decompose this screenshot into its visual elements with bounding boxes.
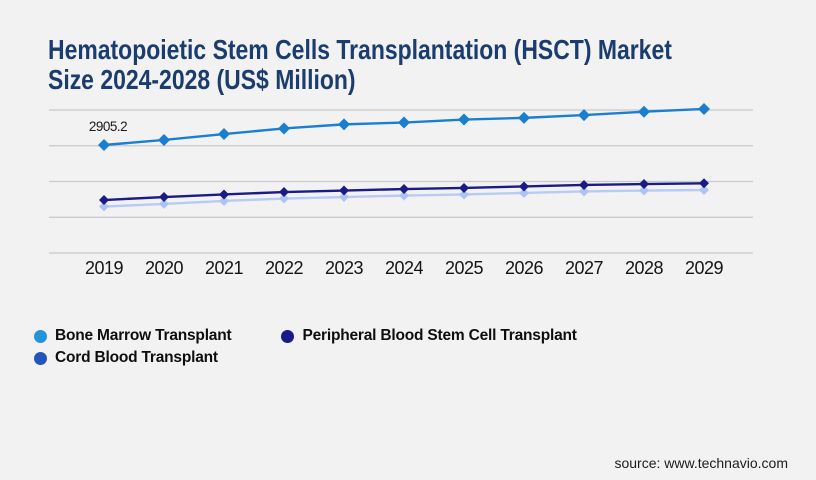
data-point-marker-peripheral-blood-stem-cell-transplant [219, 189, 229, 200]
legend-marker-icon [34, 351, 47, 365]
data-point-marker-bone-marrow-transplant [638, 105, 650, 118]
data-point-marker-bone-marrow-transplant [518, 111, 530, 124]
x-axis-tick-label: 2023 [325, 258, 364, 278]
x-axis-tick-label: 2027 [565, 258, 604, 278]
legend-marker-icon [281, 329, 295, 343]
data-point-marker-cord-blood-transplant [579, 186, 589, 197]
data-point-marker-bone-marrow-transplant [458, 113, 470, 126]
data-label-bone-marrow-transplant: 2905.2 [89, 119, 127, 134]
data-point-marker-cord-blood-transplant [159, 198, 169, 209]
legend-item-bone-marrow-transplant: Bone Marrow Transplant [34, 325, 232, 347]
chart-legend: Bone Marrow Transplant Peripheral Blood … [34, 325, 704, 369]
data-point-marker-peripheral-blood-stem-cell-transplant [99, 195, 109, 206]
x-axis-tick-label: 2019 [85, 258, 124, 278]
legend-label: Cord Blood Transplant [55, 349, 218, 366]
data-point-marker-cord-blood-transplant [279, 193, 289, 204]
x-axis-tick-label: 2020 [145, 258, 184, 278]
data-point-marker-peripheral-blood-stem-cell-transplant [159, 192, 169, 203]
legend-label: Peripheral Blood Stem Cell Transplant [302, 327, 577, 344]
x-axis-tick-label: 2025 [445, 258, 484, 278]
data-point-marker-cord-blood-transplant [339, 192, 349, 203]
data-point-marker-cord-blood-transplant [219, 195, 229, 206]
data-point-marker-cord-blood-transplant [99, 201, 109, 212]
data-point-marker-peripheral-blood-stem-cell-transplant [519, 181, 529, 192]
legend-item-cord-blood-transplant: Cord Blood Transplant [34, 347, 218, 369]
x-axis-tick-label: 2029 [685, 258, 724, 278]
x-axis-tick-label: 2022 [265, 258, 304, 278]
x-axis-tick-label: 2026 [505, 258, 544, 278]
data-point-marker-peripheral-blood-stem-cell-transplant [279, 187, 289, 198]
legend-item-peripheral-blood-stem-cell-transplant: Peripheral Blood Stem Cell Transplant [281, 325, 577, 347]
data-point-marker-bone-marrow-transplant [98, 139, 110, 151]
data-point-marker-peripheral-blood-stem-cell-transplant [579, 179, 589, 190]
data-point-marker-cord-blood-transplant [699, 184, 709, 195]
source-attribution: source: www.technavio.com [614, 455, 788, 471]
data-point-marker-bone-marrow-transplant [578, 109, 590, 122]
chart-title-line-1: Hematopoietic Stem Cells Transplantation… [48, 33, 672, 65]
x-axis-tick-label: 2021 [205, 258, 244, 278]
x-axis-tick-label: 2024 [385, 258, 424, 278]
data-point-marker-peripheral-blood-stem-cell-transplant [339, 185, 349, 196]
chart-title: Hematopoietic Stem Cells Transplantation… [48, 33, 672, 95]
data-point-marker-cord-blood-transplant [639, 185, 649, 196]
data-point-marker-peripheral-blood-stem-cell-transplant [399, 184, 409, 195]
data-point-marker-bone-marrow-transplant [698, 102, 710, 115]
data-point-marker-cord-blood-transplant [459, 189, 469, 200]
data-point-marker-bone-marrow-transplant [218, 128, 230, 141]
hsct-market-line-chart: 2019 2020 2021 2022 2023 2024 2025 2026 2027 2028… [49, 102, 753, 278]
data-point-marker-cord-blood-transplant [519, 187, 529, 198]
data-point-marker-bone-marrow-transplant [398, 116, 410, 129]
data-point-marker-bone-marrow-transplant [278, 122, 290, 135]
data-point-marker-peripheral-blood-stem-cell-transplant [459, 182, 469, 193]
x-axis-tick-label: 2028 [625, 258, 664, 278]
data-point-marker-bone-marrow-transplant [158, 133, 170, 146]
chart-title-line-2: Size 2024-2028 (US$ Million) [48, 63, 356, 95]
data-point-marker-peripheral-blood-stem-cell-transplant [639, 179, 649, 190]
legend-label: Bone Marrow Transplant [55, 327, 232, 344]
legend-marker-icon [34, 329, 47, 343]
data-point-marker-bone-marrow-transplant [338, 118, 350, 131]
data-point-marker-peripheral-blood-stem-cell-transplant [699, 178, 709, 189]
data-point-marker-cord-blood-transplant [399, 190, 409, 201]
